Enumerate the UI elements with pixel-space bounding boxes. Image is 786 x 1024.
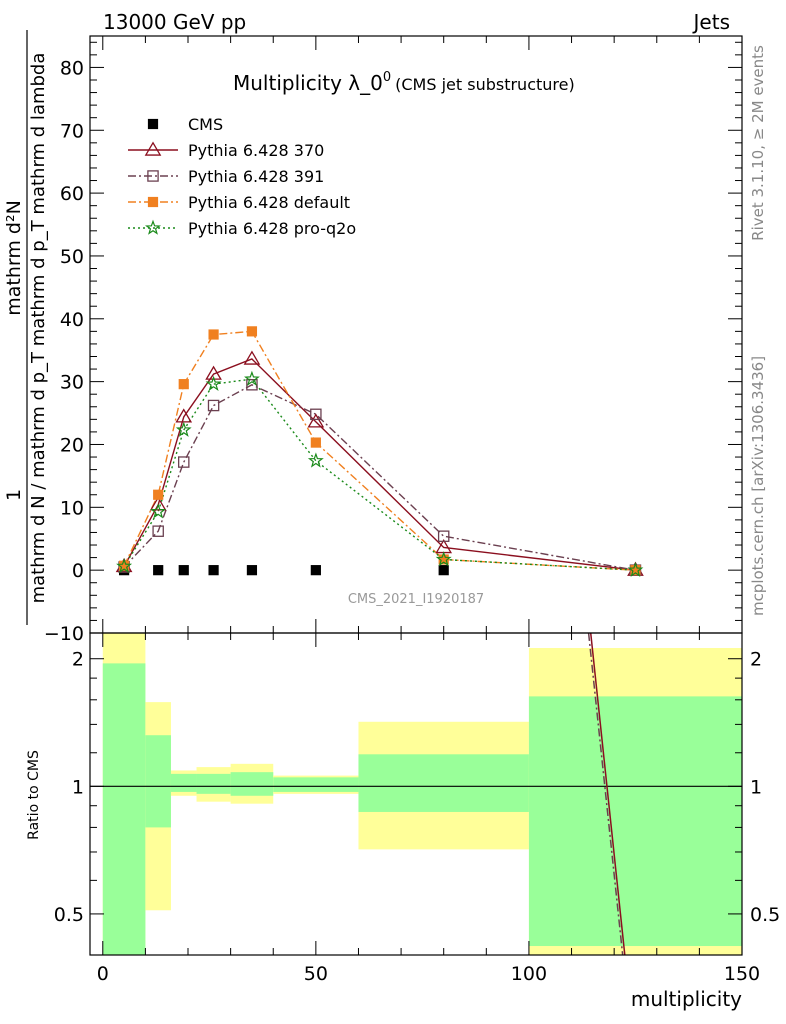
ratio-inner-band-0: [102, 663, 146, 955]
data-point-4-3: [205, 375, 222, 391]
data-point-3-0: [118, 560, 130, 571]
data-point-0-4: [246, 565, 258, 576]
y-tick-label: 20: [60, 434, 84, 456]
x-axis-label: multiplicity: [631, 987, 742, 1011]
data-point-0-1: [153, 565, 164, 576]
y-tick-label: 10: [60, 497, 84, 519]
ratio-y-label: Ratio to CMS: [26, 750, 42, 840]
ratio-y-tick-label-right: 2: [750, 649, 762, 671]
ratio-inner-band-1: [145, 735, 171, 828]
data-point-2-2: [178, 456, 190, 468]
ratio-inner-band-3: [196, 773, 231, 794]
data-point-2-5: [310, 408, 322, 421]
legend-label-2: Pythia 6.428 391: [188, 167, 324, 186]
legend-marker-2: [147, 170, 159, 182]
main-series-lines: [123, 330, 636, 571]
data-point-2-4: [246, 379, 258, 391]
ratio-bands: [102, 633, 742, 955]
y-label-numerator: 1: [3, 489, 25, 501]
data-point-0-2: [178, 565, 189, 576]
data-point-4-4: [244, 370, 260, 386]
x-tick-label: 0: [97, 963, 109, 985]
data-point-4-2: [175, 421, 192, 437]
ratio-inner-band-7: [528, 696, 742, 947]
y-tick-label: −10: [44, 623, 84, 645]
series-line-4: [123, 378, 636, 571]
y-tick-label: 40: [60, 309, 84, 331]
legend-label-4: Pythia 6.428 pro-q2o: [188, 219, 356, 238]
data-point-3-2: [178, 379, 189, 390]
data-point-0-6: [438, 565, 449, 576]
header-left: 13000 GeV pp: [103, 10, 246, 34]
ratio-lines: [90, 632, 742, 956]
x-tick-label: 50: [304, 963, 328, 985]
y-label-numerator-right: mathrm d²N: [3, 200, 25, 316]
ratio-y-tick-label-right: 0.5: [750, 904, 780, 926]
ratio-frame: [89, 632, 743, 956]
y-tick-label: 70: [60, 120, 84, 142]
data-point-4-5: [307, 452, 324, 468]
data-point-4-6: [435, 551, 452, 567]
chart-title: Multiplicity λ_00 (CMS jet substructure): [233, 70, 575, 95]
data-point-4-0: [116, 558, 133, 574]
legend-marker-3: [147, 196, 159, 208]
y-tick-label: 0: [72, 560, 84, 582]
data-point-0-3: [208, 565, 219, 576]
data-point-3-7: [630, 565, 641, 576]
ratio-inner-band-6: [358, 754, 529, 812]
ratio-inner-band-2: [170, 773, 197, 792]
ratio-y-tick-label-left: 2: [72, 649, 84, 671]
legend-marker-0: [147, 118, 159, 130]
legend-marker-4: [145, 219, 161, 235]
y-label-denominator: mathrm d N / mathrm d p_T mathrm d p_T m…: [28, 53, 49, 604]
ratio-inner-band-5: [273, 777, 359, 792]
ratio-series-line-1: [587, 632, 624, 956]
ratio-inner-band-4: [230, 772, 274, 796]
data-point-2-6: [437, 530, 450, 542]
data-point-1-1: [149, 496, 167, 511]
y-tick-label: 60: [60, 183, 84, 205]
main-axes: −10 0 10 20 30 40 50 60 70 80: [44, 36, 743, 645]
series-line-3: [123, 330, 636, 571]
data-point-4-7: [627, 561, 644, 577]
legend: CMS Pythia 6.428 370 Pythia 6.428 391 Pythi…: [128, 115, 356, 238]
ratio-series-line-0: [589, 632, 626, 956]
data-point-3-3: [208, 329, 219, 340]
rivet-label: Rivet 3.1.10, ≥ 2M events: [749, 45, 767, 241]
header-right: Jets: [692, 10, 730, 34]
data-point-1-4: [243, 350, 261, 365]
legend-label-3: Pythia 6.428 default: [188, 193, 350, 212]
mcplots-label: mcplots.cern.ch [arXiv:1306.3436]: [749, 356, 767, 616]
ratio-y-tick-label-left: 1: [72, 776, 84, 798]
legend-marker-1: [144, 141, 162, 156]
y-tick-label: 50: [60, 246, 84, 268]
ratio-y-tick-label-left: 0.5: [54, 904, 84, 926]
data-point-1-5: [307, 413, 325, 428]
series-line-2: [123, 384, 636, 571]
data-point-0-5: [310, 565, 321, 576]
main-y-label: 1 mathrm d²N mathrm d N / mathrm d p_T m…: [3, 30, 49, 625]
legend-label-1: Pythia 6.428 370: [188, 141, 324, 160]
legend-label-0: CMS: [188, 115, 223, 134]
ratio-axes: 0 50 100 150 0.5 0.5 1 1 2 2: [54, 633, 780, 985]
series-line-1: [123, 358, 636, 571]
data-point-2-3: [207, 399, 220, 412]
x-tick-label: 100: [511, 963, 547, 985]
ratio-y-tick-label-right: 1: [750, 776, 762, 798]
y-tick-label: 30: [60, 372, 84, 394]
y-tick-label: 80: [60, 57, 84, 79]
data-point-3-4: [246, 326, 258, 337]
data-point-3-5: [310, 437, 321, 448]
analysis-watermark: CMS_2021_I1920187: [348, 592, 484, 607]
main-series-markers: [115, 326, 644, 577]
x-tick-label: 150: [724, 963, 760, 985]
data-point-4-1: [150, 503, 167, 519]
data-point-2-1: [152, 525, 164, 537]
data-point-3-1: [153, 489, 164, 500]
data-point-3-6: [438, 554, 449, 565]
